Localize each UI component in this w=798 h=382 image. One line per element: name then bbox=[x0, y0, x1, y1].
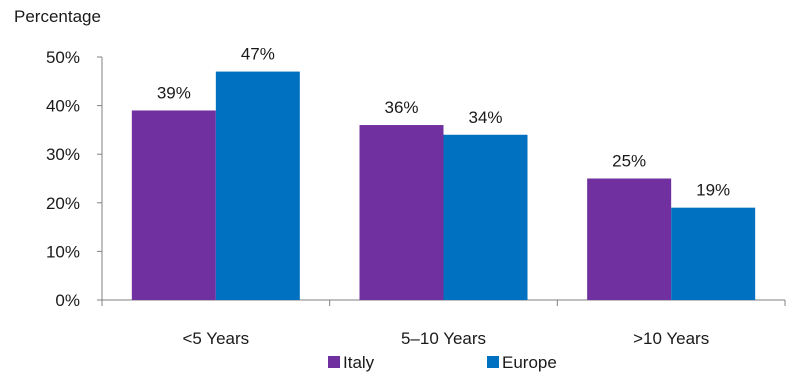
x-category-label: <5 Years bbox=[183, 329, 250, 348]
legend-swatch-italy bbox=[328, 356, 340, 368]
bar-italy-2 bbox=[587, 178, 672, 300]
bar-italy-0 bbox=[131, 110, 216, 301]
x-category-label: 5–10 Years bbox=[401, 329, 486, 348]
y-axis-title: Percentage bbox=[14, 7, 101, 26]
data-label: 34% bbox=[468, 108, 502, 127]
x-category-label: >10 Years bbox=[633, 329, 709, 348]
y-tick-label: 0% bbox=[55, 291, 80, 310]
y-tick-label: 10% bbox=[46, 242, 80, 261]
data-label: 47% bbox=[241, 45, 275, 64]
y-tick-label: 20% bbox=[46, 194, 80, 213]
data-label: 19% bbox=[696, 181, 730, 200]
legend: Italy Europe bbox=[328, 353, 557, 372]
data-label: 36% bbox=[384, 98, 418, 117]
legend-label: Italy bbox=[343, 353, 375, 372]
data-label: 39% bbox=[157, 83, 191, 102]
data-label: 25% bbox=[612, 152, 646, 171]
bar-europe-2 bbox=[671, 207, 756, 300]
legend-label: Europe bbox=[502, 353, 557, 372]
bar-europe-1 bbox=[443, 134, 528, 300]
y-tick-label: 40% bbox=[46, 97, 80, 116]
y-tick-label: 30% bbox=[46, 145, 80, 164]
y-tick-label: 50% bbox=[46, 48, 80, 67]
bar-europe-0 bbox=[215, 71, 300, 300]
legend-swatch-europe bbox=[487, 356, 499, 368]
bar-italy-1 bbox=[359, 125, 444, 300]
